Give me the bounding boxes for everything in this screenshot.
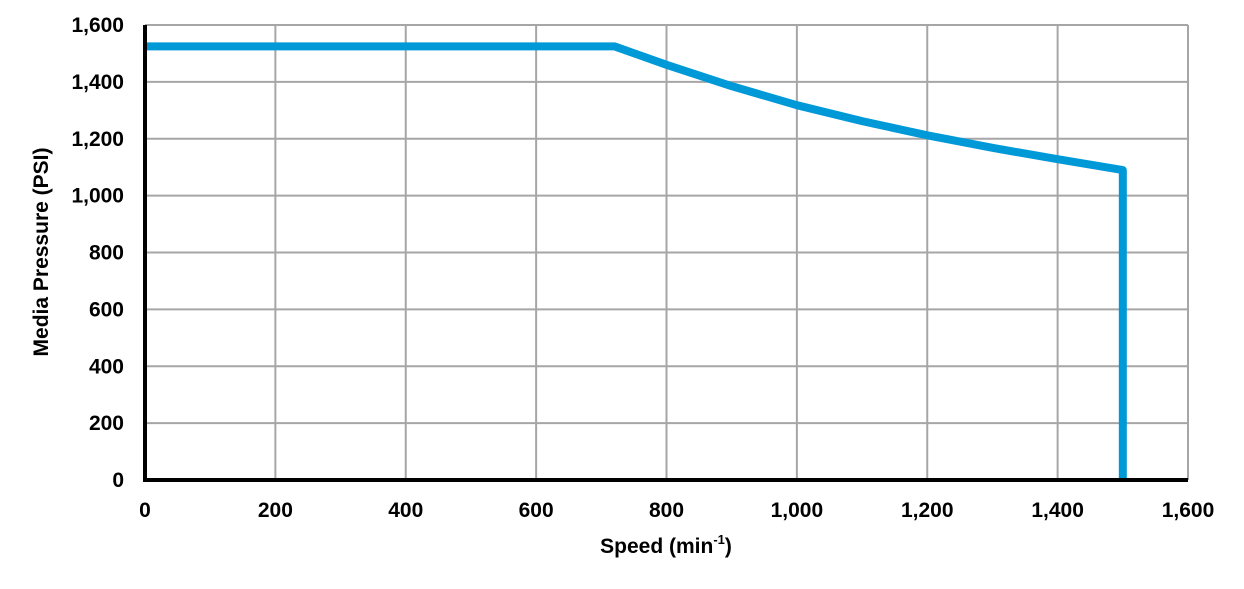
y-tick-label: 400 bbox=[89, 355, 124, 378]
x-tick-label: 200 bbox=[258, 499, 293, 522]
x-tick-label: 600 bbox=[519, 499, 554, 522]
x-axis-label: Speed (min-1) bbox=[600, 532, 732, 558]
y-tick-label: 0 bbox=[112, 469, 124, 492]
y-tick-labels: 0 200 400 600 800 1,000 1,200 1,400 1,600 bbox=[71, 14, 124, 492]
pressure-line bbox=[145, 42, 1127, 480]
axes bbox=[143, 25, 1188, 482]
grid-lines bbox=[144, 24, 1189, 481]
y-tick-label: 600 bbox=[89, 298, 124, 321]
y-tick-label: 200 bbox=[89, 412, 124, 435]
x-tick-label: 1,400 bbox=[1031, 499, 1084, 522]
y-tick-label: 1,200 bbox=[71, 128, 124, 151]
y-axis-label: Media Pressure (PSI) bbox=[30, 148, 53, 357]
x-tick-label: 800 bbox=[649, 499, 684, 522]
x-tick-label: 1,600 bbox=[1162, 499, 1215, 522]
x-tick-label: 400 bbox=[388, 499, 423, 522]
data-series bbox=[145, 42, 1127, 480]
y-tick-label: 1,600 bbox=[71, 14, 124, 37]
x-tick-labels: 0 200 400 600 800 1,000 1,200 1,400 1,600 bbox=[139, 499, 1214, 522]
x-tick-label: 0 bbox=[139, 499, 151, 522]
x-tick-label: 1,000 bbox=[771, 499, 824, 522]
y-tick-label: 800 bbox=[89, 242, 124, 265]
x-tick-label: 1,200 bbox=[901, 499, 954, 522]
y-tick-label: 1,000 bbox=[71, 185, 124, 208]
y-tick-label: 1,400 bbox=[71, 71, 124, 94]
